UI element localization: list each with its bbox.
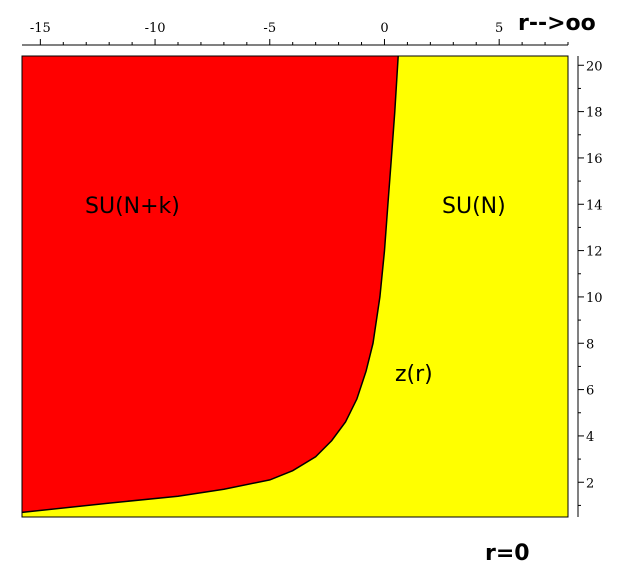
- x-tick-label: -15: [30, 21, 51, 36]
- x-tick-label: -5: [263, 21, 276, 36]
- plot-frame: [21, 55, 569, 518]
- y-tick-label: 10: [586, 291, 603, 306]
- y-tick-label: 20: [586, 59, 603, 74]
- y-tick-label: 12: [586, 245, 603, 260]
- left-region: [22, 56, 399, 513]
- y-tick-label: 18: [586, 106, 603, 121]
- x-tick-label: 0: [380, 21, 388, 36]
- y-tick-label: 8: [586, 337, 594, 352]
- top-right-label: r-->oo: [518, 11, 596, 36]
- boundary-curve: [21, 55, 399, 514]
- top-axis: -15 -10 -5 0 5: [22, 21, 569, 46]
- bottom-right-label: r=0: [485, 541, 530, 566]
- right-region-label: SU(N): [442, 194, 506, 219]
- right-axis: 2 4 6 8 10 12 14 16 18 20: [577, 56, 603, 517]
- curve-label: z(r): [395, 362, 433, 387]
- plot-area: [21, 55, 569, 518]
- left-region-label: SU(N+k): [85, 194, 180, 219]
- x-tick-label: 5: [495, 21, 503, 36]
- x-tick-label: -10: [145, 21, 166, 36]
- y-tick-label: 14: [586, 198, 603, 213]
- y-tick-label: 4: [586, 430, 594, 445]
- y-tick-label: 16: [586, 152, 603, 167]
- y-tick-label: 6: [586, 384, 594, 399]
- y-tick-label: 2: [586, 476, 594, 491]
